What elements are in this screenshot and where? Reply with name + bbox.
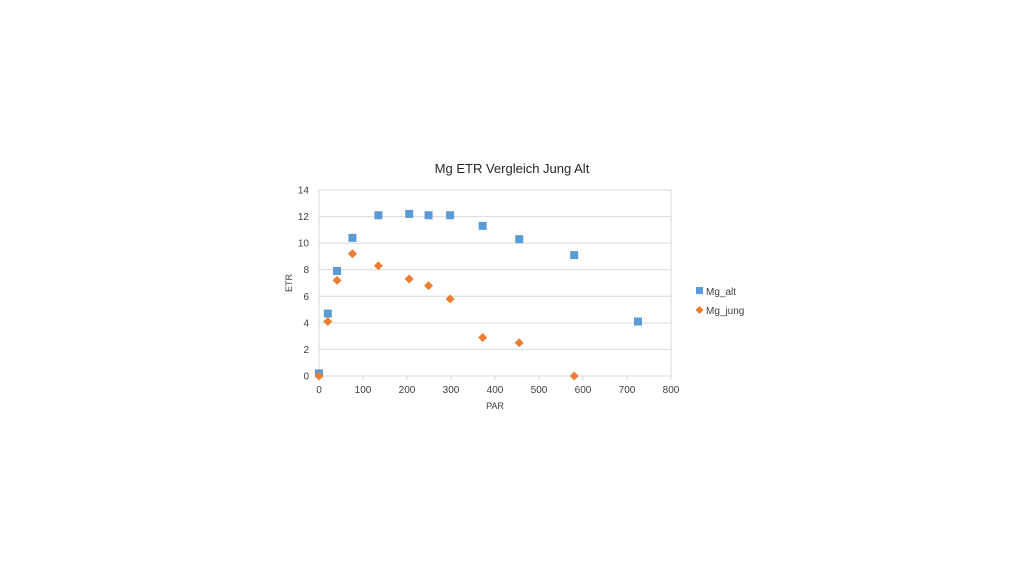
data-point-mg-alt (570, 251, 579, 260)
x-tick-label: 700 (619, 385, 636, 396)
data-point-mg-jung (514, 338, 524, 348)
x-tick-label: 300 (443, 385, 460, 396)
data-point-mg-alt (348, 233, 357, 242)
data-point-mg-alt (424, 211, 433, 220)
y-tick-label: 4 (303, 318, 309, 329)
y-tick-label: 0 (303, 372, 309, 383)
legend-item-mg-jung: Mg_jung (695, 306, 744, 317)
legend-label-mg-alt: Mg_alt (706, 287, 736, 298)
y-axis-title: ETR (284, 273, 294, 292)
y-tick-label: 10 (298, 239, 310, 250)
data-point-mg-alt (374, 211, 383, 220)
y-tick-label: 8 (303, 265, 309, 276)
data-point-mg-alt (634, 317, 642, 326)
data-point-mg-alt (405, 209, 414, 218)
x-axis-title: PAR (486, 401, 504, 411)
y-tick-label: 6 (303, 292, 309, 303)
x-tick-label: 500 (531, 385, 548, 396)
legend-item-mg-alt: Mg_alt (696, 287, 736, 298)
data-point-mg-jung (332, 275, 342, 285)
legend: Mg_alt Mg_jung (695, 287, 744, 317)
chart-title: Mg ETR Vergleich Jung Alt (435, 161, 590, 176)
y-tick-label: 2 (303, 345, 309, 356)
data-point-mg-alt (333, 267, 342, 276)
data-point-mg-alt (478, 221, 487, 230)
x-tick-label: 800 (663, 385, 680, 396)
y-tick-label: 12 (298, 212, 310, 223)
data-point-mg-alt (515, 235, 524, 244)
legend-marker-square (696, 287, 703, 294)
data-point-mg-jung (347, 249, 357, 259)
plot-border (318, 189, 672, 377)
x-tick-label: 0 (316, 385, 322, 396)
data-point-mg-jung (478, 332, 488, 342)
x-tick-label: 100 (355, 385, 372, 396)
data-point-mg-jung (445, 294, 455, 304)
data-point-mg-jung (314, 371, 324, 381)
data-point-mg-jung (323, 317, 333, 327)
data-point-mg-alt (446, 211, 455, 220)
data-point-mg-jung (404, 274, 414, 284)
x-tick-label: 200 (399, 385, 416, 396)
y-tick-label: 14 (298, 186, 310, 197)
data-point-mg-jung (569, 371, 579, 381)
legend-marker-diamond (695, 306, 704, 314)
x-tick-label: 400 (487, 385, 504, 396)
legend-label-mg-jung: Mg_jung (706, 306, 744, 317)
data-point-mg-jung (424, 281, 434, 291)
data-point-mg-jung (373, 261, 383, 271)
data-point-mg-alt (323, 309, 332, 318)
plot-area: 0 2 4 6 8 10 12 14 0 100 200 300 400 500 600 700 800 (298, 186, 680, 397)
x-tick-label: 600 (575, 385, 592, 396)
